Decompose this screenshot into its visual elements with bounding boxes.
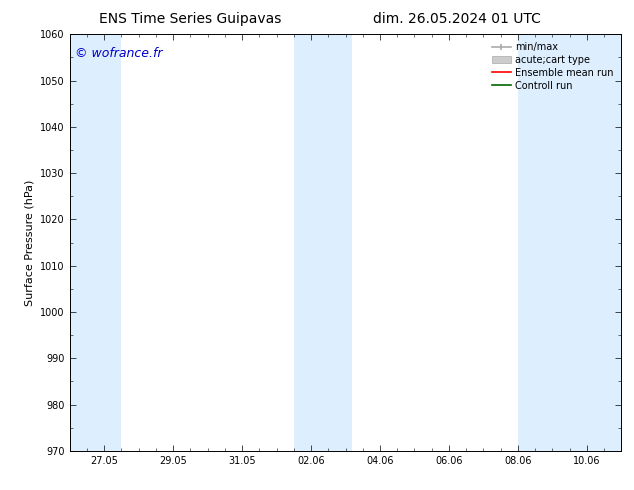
Text: © wofrance.fr: © wofrance.fr <box>75 47 163 60</box>
Text: ENS Time Series Guipavas: ENS Time Series Guipavas <box>99 12 281 26</box>
Legend: min/max, acute;cart type, Ensemble mean run, Controll run: min/max, acute;cart type, Ensemble mean … <box>489 39 616 94</box>
Bar <box>294 34 353 451</box>
Y-axis label: Surface Pressure (hPa): Surface Pressure (hPa) <box>25 179 35 306</box>
Bar <box>518 34 624 451</box>
Text: dim. 26.05.2024 01 UTC: dim. 26.05.2024 01 UTC <box>373 12 540 26</box>
Bar <box>67 34 122 451</box>
